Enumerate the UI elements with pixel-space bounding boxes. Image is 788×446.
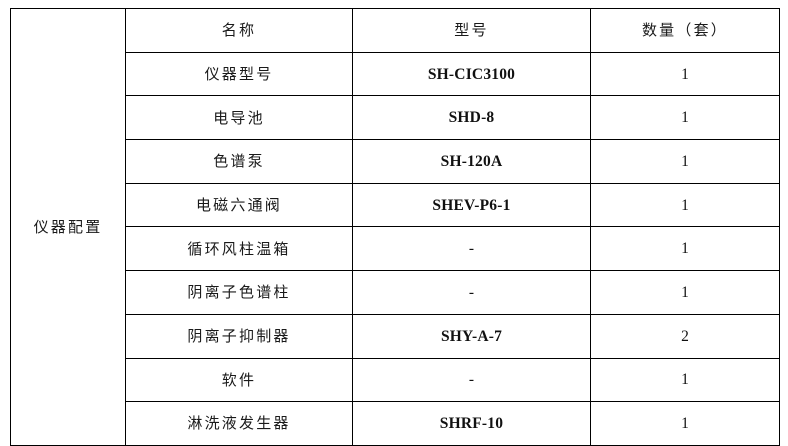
cell-name-text: 电磁六通阀 xyxy=(195,195,282,214)
cell-model-text: - xyxy=(468,240,475,258)
cell-quantity-text: 1 xyxy=(681,415,689,433)
column-header-quantity: 数量（套） xyxy=(590,8,780,53)
cell-name: 仪器型号 xyxy=(125,51,353,97)
cell-name-text: 阴离子抑制器 xyxy=(187,326,291,345)
cell-quantity-text: 1 xyxy=(681,109,689,127)
cell-model: SHEV-P6-1 xyxy=(352,182,591,228)
cell-name-text: 阴离子色谱柱 xyxy=(187,283,291,302)
cell-quantity: 1 xyxy=(590,270,780,315)
table-row: 电导池 SHD-8 1 xyxy=(11,95,780,141)
row-group-label: 仪器配置 xyxy=(33,217,103,236)
cell-quantity-text: 2 xyxy=(681,327,689,345)
table-row: 阴离子色谱柱 - 1 xyxy=(11,270,780,315)
instrument-configuration-table: 仪器配置 名称 型号 数量（套） 仪器型号 SH-CIC3100 1 电导池 xyxy=(10,8,780,446)
cell-model: SHY-A-7 xyxy=(352,313,591,359)
cell-model-text: - xyxy=(468,284,475,302)
cell-quantity: 1 xyxy=(590,51,780,97)
table-row: 电磁六通阀 SHEV-P6-1 1 xyxy=(11,182,780,228)
cell-model: SHD-8 xyxy=(352,95,591,141)
column-header-model: 型号 xyxy=(352,8,591,53)
cell-name-text: 循环风柱温箱 xyxy=(187,239,291,258)
cell-name-text: 软件 xyxy=(221,370,257,389)
cell-quantity: 2 xyxy=(590,313,780,359)
cell-quantity-text: 1 xyxy=(681,371,689,389)
cell-model: - xyxy=(352,226,591,272)
cell-quantity-text: 1 xyxy=(681,65,689,83)
cell-quantity-text: 1 xyxy=(681,240,689,258)
cell-quantity-text: 1 xyxy=(681,153,689,170)
column-header-name: 名称 xyxy=(125,8,353,53)
cell-name-text: 仪器型号 xyxy=(204,64,274,83)
cell-name: 色谱泵 xyxy=(125,139,353,184)
cell-quantity: 1 xyxy=(590,182,780,228)
cell-model: - xyxy=(352,357,591,403)
column-header-model-text: 型号 xyxy=(454,21,489,40)
table-header-row: 仪器配置 名称 型号 数量（套） xyxy=(10,8,780,446)
cell-model-text: SH-120A xyxy=(440,153,503,170)
cell-model: SH-120A xyxy=(352,139,591,184)
document-page: 仪器配置 名称 型号 数量（套） 仪器型号 SH-CIC3100 1 电导池 xyxy=(10,8,780,446)
cell-model-text: SHY-A-7 xyxy=(440,327,503,345)
table-row: 仪器型号 SH-CIC3100 1 xyxy=(11,51,780,97)
row-group-label-cell: 仪器配置 xyxy=(10,8,126,446)
cell-model-text: SHD-8 xyxy=(448,109,495,127)
cell-name-text: 色谱泵 xyxy=(213,152,265,171)
cell-model-text: SHEV-P6-1 xyxy=(432,196,511,214)
cell-quantity: 1 xyxy=(590,139,780,184)
cell-name-text: 电导池 xyxy=(213,108,265,127)
cell-quantity: 1 xyxy=(590,401,780,446)
cell-quantity: 1 xyxy=(590,95,780,141)
cell-quantity: 1 xyxy=(590,357,780,403)
cell-name-text: 淋洗液发生器 xyxy=(187,414,291,433)
cell-quantity-text: 1 xyxy=(681,284,689,302)
cell-model: - xyxy=(352,270,591,315)
cell-quantity: 1 xyxy=(590,226,780,272)
cell-name: 阴离子色谱柱 xyxy=(125,270,353,315)
cell-name: 循环风柱温箱 xyxy=(125,226,353,272)
cell-model-text: - xyxy=(468,371,475,389)
cell-model: SHRF-10 xyxy=(352,401,591,446)
cell-model-text: SHRF-10 xyxy=(439,415,504,433)
cell-quantity-text: 1 xyxy=(681,196,689,214)
table-row: 阴离子抑制器 SHY-A-7 2 xyxy=(11,313,780,359)
cell-name: 软件 xyxy=(125,357,353,403)
cell-name: 电磁六通阀 xyxy=(125,182,353,228)
cell-model-text: SH-CIC3100 xyxy=(427,65,516,83)
table-row: 循环风柱温箱 - 1 xyxy=(11,226,780,272)
cell-name: 淋洗液发生器 xyxy=(125,401,353,446)
cell-name: 阴离子抑制器 xyxy=(125,313,353,359)
column-header-quantity-text: 数量（套） xyxy=(641,21,728,40)
cell-name: 电导池 xyxy=(125,95,353,141)
cell-model: SH-CIC3100 xyxy=(352,51,591,97)
table-row: 淋洗液发生器 SHRF-10 1 xyxy=(11,401,780,446)
table-row: 色谱泵 SH-120A 1 xyxy=(11,139,780,184)
column-header-name-text: 名称 xyxy=(221,21,257,40)
table-row: 软件 - 1 xyxy=(11,357,780,403)
